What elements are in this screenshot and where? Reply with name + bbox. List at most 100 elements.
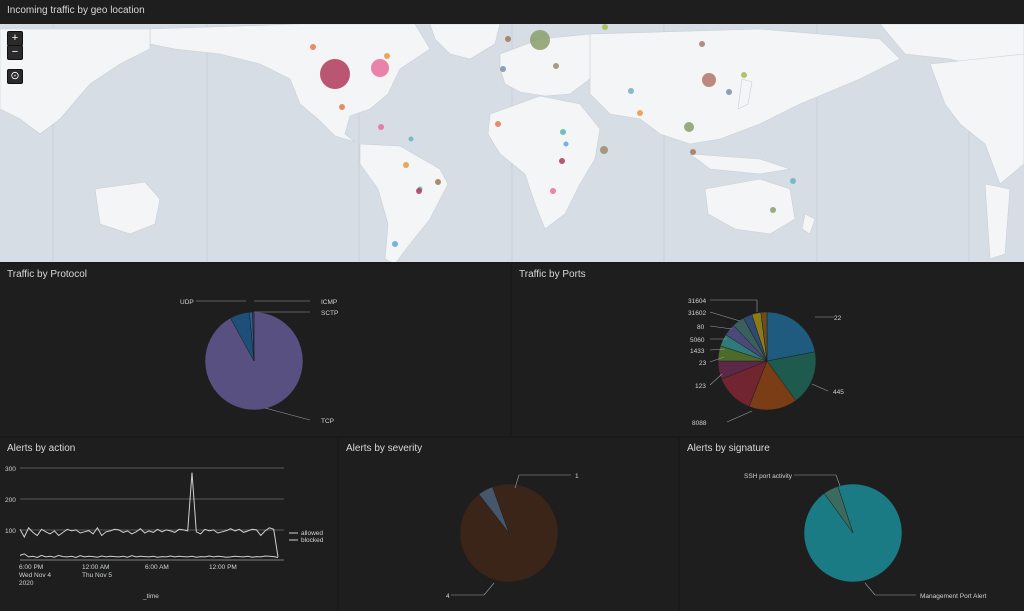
pie-label-445: 445 [833,389,844,396]
x-tick-3: 6:00 AM [145,564,169,571]
pie-label-31602: 31602 [688,310,706,317]
pie-label-1: 1 [575,473,579,480]
traffic-marker[interactable] [530,30,550,50]
traffic-marker[interactable] [505,36,511,42]
protocol-pie-chart: UDP ICMP SCTP TCP [180,299,338,425]
pie-label-icmp: ICMP [321,299,337,306]
reset-view-button[interactable]: ⊙ [7,69,23,84]
traffic-marker[interactable] [600,146,608,154]
land-south-america-right [984,183,1011,260]
signature-pie-chart: SSH port activity Management Port Alert [744,473,987,600]
traffic-marker[interactable] [684,122,694,132]
ports-panel: Traffic by Ports 22 445 8088 123 23 1433… [512,264,1024,436]
x-axis-label: _time [142,593,159,600]
pie-label-ssh: SSH port activity [744,473,793,480]
traffic-marker[interactable] [310,44,316,50]
traffic-marker[interactable] [690,149,696,155]
traffic-marker[interactable] [563,141,569,147]
traffic-marker[interactable] [628,88,634,94]
land-new-zealand [801,213,816,235]
traffic-marker[interactable] [320,59,350,89]
legend-allowed: allowed [301,530,323,537]
ports-pie-chart: 22 445 8088 123 23 1433 5060 80 31602 31… [688,298,844,427]
world-map[interactable]: + − ⊙ [0,23,1024,262]
land-africa [487,95,601,230]
traffic-marker[interactable] [403,162,409,168]
geo-map-panel: Incoming traffic by geo location [0,0,1024,262]
series-allowed [19,472,279,557]
pie-label-udp: UDP [180,299,194,306]
land-alaska-right [929,53,1024,185]
traffic-marker[interactable] [559,158,565,164]
pie-slice[interactable] [478,486,510,534]
traffic-marker[interactable] [500,66,506,72]
panel-title: Traffic by Ports [519,269,586,280]
traffic-marker[interactable] [699,41,705,47]
protocol-panel: Traffic by Protocol UDP ICMP SCTP TCP [0,264,510,436]
traffic-marker[interactable] [741,72,747,78]
severity-pie [459,483,559,583]
pie-label-mgmt: Management Port Alert [920,593,987,600]
traffic-marker[interactable] [602,24,608,30]
x-tick-1-year: 2020 [19,580,34,587]
traffic-marker[interactable] [392,241,398,247]
traffic-marker[interactable] [726,89,732,95]
zoom-out-button[interactable]: − [7,45,23,60]
pie-slice[interactable] [823,486,854,534]
land-south-america [359,143,449,262]
traffic-marker[interactable] [384,53,390,59]
traffic-marker[interactable] [770,207,776,213]
pie-label-80: 80 [697,324,705,331]
panel-title: Alerts by action [7,443,76,454]
land-asia-left [0,28,151,135]
signature-pie [803,483,903,583]
traffic-marker[interactable] [416,188,422,194]
land-indonesia [689,153,791,175]
pie-label-23: 23 [699,360,707,367]
severity-pie-chart: 1 4 [446,473,579,600]
y-tick-300: 300 [5,466,16,473]
x-tick-2: 12:00 AM [82,564,109,571]
pie-label-4: 4 [446,593,450,600]
series-blocked [19,553,279,559]
land-north-america [149,23,431,143]
pie-label-123: 123 [695,383,706,390]
protocol-pie [204,311,304,411]
pie-slice[interactable] [760,311,768,362]
pie-label-31604: 31604 [688,298,706,305]
pie-slice[interactable] [748,360,797,411]
land-japan [737,78,753,110]
land-australia [704,178,796,235]
panel-title: Incoming traffic by geo location [7,5,145,16]
pie-label-5060: 5060 [690,337,705,344]
y-tick-200: 200 [5,497,16,504]
land-greenland [429,23,501,60]
y-tick-100: 100 [5,528,16,535]
traffic-marker[interactable] [408,136,414,142]
panel-title: Alerts by signature [687,443,770,454]
traffic-marker[interactable] [702,73,716,87]
traffic-marker[interactable] [553,63,559,69]
traffic-marker[interactable] [339,104,345,110]
pie-slice[interactable] [766,311,816,362]
land-europe [499,33,601,97]
pie-label-sctp: SCTP [321,310,338,317]
traffic-marker[interactable] [637,110,643,116]
signature-panel: Alerts by signature SSH port activity Ma… [680,438,1024,611]
traffic-marker[interactable] [378,124,384,130]
traffic-marker[interactable] [435,179,441,185]
traffic-marker[interactable] [495,121,501,127]
pie-label-8088: 8088 [692,420,707,427]
traffic-markers [310,24,796,247]
zoom-in-button[interactable]: + [7,31,23,46]
pie-slice[interactable] [252,311,255,362]
land-australia-left [94,181,161,235]
traffic-marker[interactable] [560,129,566,135]
traffic-marker[interactable] [550,188,556,194]
x-tick-2-date: Thu Nov 5 [82,572,112,579]
traffic-marker[interactable] [371,59,389,77]
panel-title: Traffic by Protocol [7,269,88,280]
pie-slice[interactable] [766,351,817,401]
traffic-marker[interactable] [790,178,796,184]
x-tick-4: 12:00 PM [209,564,237,571]
